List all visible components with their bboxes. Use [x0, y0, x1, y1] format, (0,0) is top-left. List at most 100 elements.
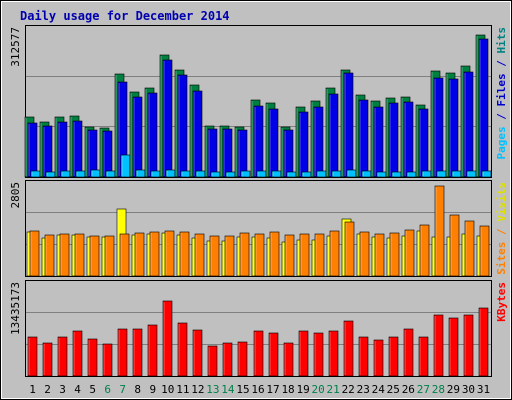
x-tick-label-day-6: 6: [104, 383, 111, 396]
bar-pages-day-31: [481, 170, 492, 178]
x-tick-label-day-16: 16: [251, 383, 264, 396]
bar-kbytes-day-3: [57, 336, 68, 377]
bar-sites-day-16: [254, 233, 265, 277]
chart-panels: 312577 Pages / Files / Hits 2805 Sites / Vi…: [9, 25, 508, 377]
bar-kbytes-day-26: [403, 328, 414, 377]
bar-sites-day-8: [134, 232, 145, 277]
bar-sites-day-2: [44, 234, 55, 277]
bar-sites-day-13: [209, 235, 220, 277]
bar-kbytes-day-13: [207, 345, 218, 377]
bar-kbytes-day-28: [433, 314, 444, 377]
x-tick-label-day-14: 14: [221, 383, 235, 396]
x-tick-label-day-18: 18: [281, 383, 294, 396]
bar-sites-day-22: [344, 221, 355, 277]
x-axis: 1 2 3 4 5 6 7 8 9 10 11 12 13 14 15 16 17 18 19 20 21 22 23 24 2…: [29, 383, 490, 396]
bar-sites-day-31: [479, 225, 490, 277]
bar-kbytes-day-20: [313, 332, 324, 377]
bar-sites-day-5: [89, 235, 100, 277]
bar-sites-day-10: [164, 230, 175, 277]
legend-part: /: [495, 54, 508, 74]
bar-kbytes-day-19: [298, 330, 309, 377]
x-tick-label-day-30: 30: [462, 383, 475, 396]
panel-bottom: 13435173 KBytes: [9, 280, 508, 377]
panel-top-legend-label: Pages / Files / Hits: [495, 27, 508, 160]
x-tick-label-day-5: 5: [89, 383, 96, 396]
x-tick-label-day-26: 26: [402, 383, 415, 396]
bar-sites-day-6: [104, 235, 115, 277]
bar-sites-day-11: [179, 231, 190, 277]
bar-kbytes-day-4: [72, 330, 83, 377]
x-tick-label-day-21: 21: [327, 383, 340, 396]
bar-kbytes-day-12: [192, 329, 203, 377]
bar-kbytes-day-22: [343, 320, 354, 377]
panel-top: 312577 Pages / Files / Hits: [9, 25, 508, 178]
x-tick-label-day-9: 9: [149, 383, 156, 396]
x-tick-label-day-15: 15: [236, 383, 249, 396]
legend-part: KBytes: [495, 282, 508, 322]
bar-kbytes-day-23: [358, 336, 369, 377]
bar-kbytes-day-24: [373, 339, 384, 377]
bar-sites-day-15: [239, 232, 250, 277]
x-tick-label-day-29: 29: [447, 383, 460, 396]
panel-top-ymax-label: 312577: [9, 27, 22, 67]
bar-kbytes-day-2: [42, 342, 53, 377]
bar-kbytes-day-16: [253, 330, 264, 377]
bar-sites-day-12: [194, 233, 205, 277]
bar-sites-day-25: [389, 232, 400, 277]
bar-sites-day-29: [449, 214, 460, 277]
x-tick-label-day-22: 22: [342, 383, 355, 396]
legend-part: /: [495, 107, 508, 127]
bar-kbytes-day-21: [328, 330, 339, 377]
bar-kbytes-day-7: [117, 328, 128, 377]
x-tick-label-day-24: 24: [372, 383, 386, 396]
bar-kbytes-day-29: [448, 317, 459, 377]
bar-sites-day-18: [284, 234, 295, 277]
x-tick-label-day-23: 23: [357, 383, 370, 396]
bar-kbytes-day-6: [102, 343, 113, 377]
bar-kbytes-day-9: [147, 324, 158, 377]
bar-kbytes-day-8: [132, 328, 143, 377]
x-tick-label-day-10: 10: [161, 383, 174, 396]
bar-kbytes-day-1: [27, 336, 38, 377]
bar-sites-day-4: [74, 233, 85, 277]
legend-part: Sites: [495, 242, 508, 275]
bar-kbytes-day-17: [268, 332, 279, 377]
x-tick-label-day-3: 3: [59, 383, 66, 396]
bar-kbytes-day-11: [177, 322, 188, 377]
bar-kbytes-day-5: [87, 338, 98, 377]
bar-sites-day-3: [59, 233, 70, 277]
legend-part: Pages: [495, 126, 508, 159]
x-tick-label-day-13: 13: [206, 383, 219, 396]
x-tick-label-day-25: 25: [387, 383, 400, 396]
legend-part: Hits: [495, 27, 508, 54]
panel-bottom-legend-label: KBytes: [495, 282, 508, 322]
bar-sites-day-14: [224, 235, 235, 277]
legend-part: Files: [495, 73, 508, 106]
bar-sites-day-27: [419, 224, 430, 277]
bar-kbytes-day-30: [463, 314, 474, 377]
bar-kbytes-day-15: [237, 341, 248, 377]
bar-kbytes-day-27: [418, 336, 429, 377]
x-tick-label-day-28: 28: [432, 383, 445, 396]
x-tick-label-day-8: 8: [134, 383, 141, 396]
bar-sites-day-19: [299, 233, 310, 277]
x-tick-label-day-11: 11: [176, 383, 189, 396]
x-tick-label-day-12: 12: [191, 383, 204, 396]
x-tick-label-day-20: 20: [312, 383, 325, 396]
bar-sites-day-20: [314, 233, 325, 277]
bar-sites-day-30: [464, 220, 475, 277]
x-tick-label-day-4: 4: [74, 383, 81, 396]
bar-kbytes-day-31: [478, 307, 489, 377]
x-tick-label-day-7: 7: [119, 383, 126, 396]
legend-part: Visits: [495, 182, 508, 222]
x-tick-label-day-19: 19: [296, 383, 309, 396]
panel-middle-legend-label: Sites / Visits: [495, 182, 508, 275]
chart-title: Daily usage for December 2014: [20, 9, 230, 23]
bar-sites-day-17: [269, 231, 280, 277]
bar-kbytes-day-18: [283, 342, 294, 377]
x-tick-label-day-27: 27: [417, 383, 430, 396]
x-tick-label-day-2: 2: [44, 383, 51, 396]
panel-bottom-ymax-label: 13435173: [9, 282, 22, 335]
